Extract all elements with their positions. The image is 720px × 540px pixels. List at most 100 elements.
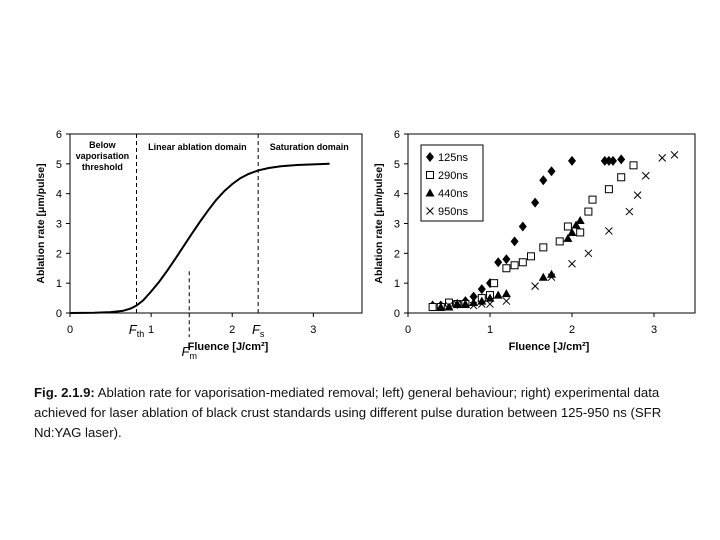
point-125ns: [600, 155, 609, 166]
point-950ns-stroke: [547, 273, 556, 282]
marker-letter-m: F: [182, 344, 191, 359]
point-950ns-stroke: [486, 300, 494, 308]
point-440ns: [501, 289, 511, 298]
point-125ns: [518, 221, 527, 232]
point-950ns-stroke: [584, 249, 593, 258]
y-tick-label-right: 5: [394, 159, 400, 171]
caption-label: Fig. 2.1.9:: [34, 385, 95, 400]
point-950ns-stroke: [658, 154, 667, 162]
point-125ns: [510, 236, 519, 247]
legend-label: 290ns: [438, 170, 468, 182]
point-290ns: [629, 161, 638, 170]
point-950ns: [641, 171, 650, 180]
point-950ns-stroke: [633, 191, 642, 200]
point-290ns: [604, 185, 613, 194]
point-950ns-stroke: [502, 297, 511, 305]
point-950ns: [453, 300, 462, 308]
point-290ns: [502, 264, 511, 273]
marker-sub-th: th: [137, 329, 145, 339]
point-290ns: [539, 243, 548, 252]
point-950ns: [531, 282, 539, 291]
y-tick-label-left: 6: [56, 129, 62, 141]
point-290ns: [584, 207, 593, 216]
point-440ns: [485, 293, 495, 302]
x-axis-label-left: Fluence [J/cm²]: [188, 341, 269, 353]
point-290ns: [555, 237, 564, 246]
point-125ns: [547, 166, 556, 177]
x-tick-label-right: 0: [405, 324, 411, 336]
y-tick-label-right: 0: [394, 308, 400, 320]
point-125ns: [609, 155, 617, 166]
region-label: Saturation domain: [270, 142, 349, 152]
y-tick-label-left: 5: [56, 159, 62, 171]
point-440ns: [436, 302, 446, 311]
point-440ns: [563, 233, 573, 242]
point-440ns: [571, 220, 581, 229]
legend-label: 440ns: [438, 188, 468, 200]
y-tick-label-left: 0: [56, 308, 62, 320]
ablation-curve: [69, 162, 330, 314]
right-chart: 0 1 2 3 4 5 6 Ablation rate [μm/pulse] 0 1 2 3 125ns…: [373, 129, 696, 353]
y-tick-label-right: 1: [394, 278, 400, 290]
point-290ns: [617, 173, 626, 182]
point-950ns: [568, 259, 576, 268]
legend-marker-950ns: [426, 207, 434, 215]
point-950ns-stroke: [453, 300, 462, 308]
x-tick-label-right: 3: [651, 324, 657, 336]
legend-marker-290ns: [426, 171, 434, 179]
x-tick-label-left: 3: [310, 324, 316, 336]
point-440ns: [547, 269, 556, 278]
y-tick-label-right: 3: [394, 219, 400, 231]
point-950ns: [547, 273, 556, 282]
y-tick-label-left: 3: [56, 219, 62, 231]
point-950ns-stroke: [445, 301, 453, 310]
point-290ns: [490, 279, 499, 288]
point-440ns: [567, 227, 577, 236]
x-tick-label-left: 0: [67, 324, 73, 336]
caption-text: Ablation rate for vaporisation-mediated …: [34, 385, 662, 440]
marker-letter-th: F: [129, 322, 138, 337]
region-label: Linear ablation domain: [148, 142, 247, 152]
marker-letter-s: F: [252, 322, 261, 337]
series-440ns: [436, 216, 585, 311]
point-950ns-stroke: [605, 227, 613, 235]
legend-label: 125ns: [438, 152, 468, 164]
y-tick-label-left: 4: [56, 189, 62, 201]
point-125ns: [617, 154, 626, 165]
point-440ns: [538, 272, 548, 281]
legend-label: 950ns: [438, 206, 468, 218]
region-label: threshold: [82, 162, 123, 172]
point-950ns: [469, 301, 478, 310]
y-axis-label-left: Ablation rate [μm/pulse]: [35, 163, 47, 283]
point-440ns: [575, 216, 585, 225]
figure-caption: Fig. 2.1.9: Ablation rate for vaporisati…: [34, 383, 694, 443]
point-440ns: [469, 298, 479, 307]
point-125ns: [469, 291, 478, 302]
point-950ns: [670, 151, 679, 159]
point-290ns: [428, 303, 437, 312]
x-tick-label-right: 1: [487, 324, 493, 336]
y-tick-label-left: 2: [56, 248, 62, 260]
y-tick-label-right: 4: [394, 189, 400, 201]
point-950ns-stroke: [469, 301, 478, 310]
point-950ns-stroke: [641, 171, 650, 180]
point-950ns-stroke: [568, 259, 576, 268]
point-125ns: [502, 254, 511, 265]
point-950ns-stroke: [531, 282, 539, 291]
point-125ns: [531, 197, 540, 208]
marker-sub-s: s: [260, 329, 265, 339]
point-950ns-stroke: [625, 207, 634, 216]
point-440ns: [460, 299, 470, 308]
point-290ns: [518, 258, 527, 267]
point-440ns: [444, 302, 454, 311]
legend-marker-950ns-stroke: [426, 207, 434, 215]
point-290ns: [527, 252, 535, 261]
point-290ns: [563, 222, 572, 231]
point-125ns: [494, 257, 503, 268]
series-950ns: [445, 151, 679, 310]
point-125ns: [477, 284, 486, 295]
region-label: Below: [89, 140, 117, 150]
x-axis-label-right: Fluence [J/cm²]: [509, 341, 590, 353]
y-axis-label-right: Ablation rate [μm/pulse]: [373, 163, 385, 283]
marker-label-th: Fth: [129, 322, 144, 339]
